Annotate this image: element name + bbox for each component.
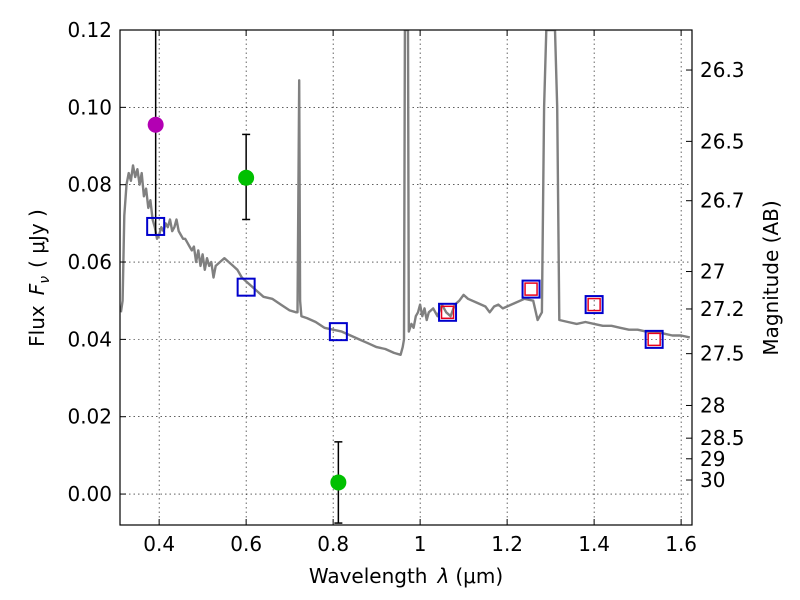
x-tick-label: 1.2: [491, 532, 523, 556]
magnitude-tick-label: 27: [700, 260, 725, 284]
x-tick-label: 1.4: [578, 532, 610, 556]
model-photometry-square: [644, 329, 664, 349]
x-tick-label: 0.4: [143, 532, 175, 556]
error-bar-layer: [151, 30, 343, 524]
marker-layer: [146, 116, 664, 491]
x-axis-label: Wavelength λ (μm): [309, 564, 503, 588]
x-tick-label: 1: [414, 532, 427, 556]
x-tick-label: 0.8: [317, 532, 349, 556]
y-tick-label: 0.02: [67, 405, 112, 429]
plot-frame: [119, 29, 693, 526]
observed-photometry-square: [440, 305, 455, 320]
y-tick-label: 0.08: [67, 173, 112, 197]
magnitude-tick-label: 28.5: [700, 426, 745, 450]
y-axis-ticks: 0.00 0.02 0.04 0.06 0.08 0.10 0.12: [67, 18, 126, 506]
y-tick-label: 0.00: [67, 482, 112, 506]
model-photometry-square: [584, 295, 604, 315]
observed-detection-point: [330, 474, 347, 491]
observed-photometry-square: [524, 282, 538, 296]
y-tick-label: 0.06: [67, 250, 112, 274]
y-tick-label: 0.12: [67, 18, 112, 42]
magnitude-tick-label: 26.5: [700, 129, 745, 153]
grid-lines: [120, 29, 692, 525]
observed-photometry-square: [587, 297, 601, 312]
observed-detection-point: [238, 169, 255, 186]
magnitude-tick-label: 27.5: [700, 342, 745, 366]
y-tick-label: 0.10: [67, 95, 112, 119]
magnitude-tick-label: 29: [700, 447, 725, 471]
magnitude-tick-label: 27.2: [700, 297, 745, 321]
model-spectrum-line: [120, 30, 691, 356]
model-photometry-square: [438, 302, 458, 322]
model-photometry-square: [236, 277, 256, 297]
magnitude-tick-label: 30: [700, 468, 725, 492]
model-photometry-square: [328, 322, 348, 342]
model-photometry-square: [521, 279, 541, 299]
magnitude-tick-label: 26.3: [700, 58, 745, 82]
y-tick-label: 0.04: [67, 327, 112, 351]
model-photometry-square: [146, 216, 166, 236]
magnitude-axis-label: Magnitude (AB): [759, 200, 783, 355]
y-axis-label: FluxFν( μJy ): [25, 209, 53, 347]
observed-detection-point: [147, 116, 164, 133]
magnitude-tick-label: 28: [700, 393, 725, 417]
model-spectrum-layer: [120, 30, 691, 356]
magnitude-tick-label: 26.7: [700, 189, 745, 213]
x-axis-ticks: 0.4 0.6 0.8 1 1.2 1.4 1.6: [143, 30, 697, 556]
x-tick-label: 0.6: [230, 532, 262, 556]
x-tick-label: 1.6: [665, 532, 697, 556]
observed-photometry-square: [647, 332, 661, 347]
